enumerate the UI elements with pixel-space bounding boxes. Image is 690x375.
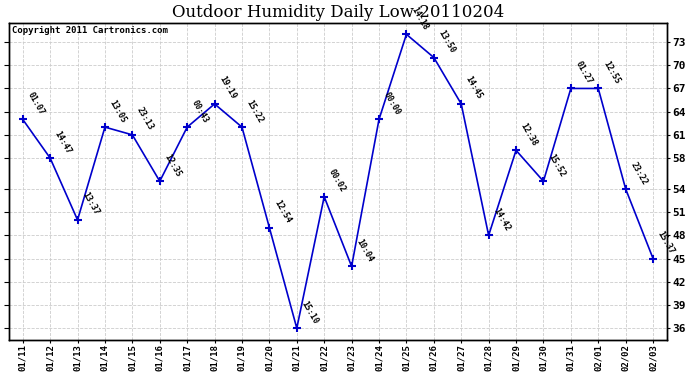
Text: 01:07: 01:07 bbox=[26, 90, 46, 117]
Text: 12:38: 12:38 bbox=[519, 122, 539, 147]
Title: Outdoor Humidity Daily Low 20110204: Outdoor Humidity Daily Low 20110204 bbox=[172, 4, 504, 21]
Text: 00:02: 00:02 bbox=[327, 168, 347, 194]
Text: 12:55: 12:55 bbox=[601, 60, 621, 86]
Text: 23:13: 23:13 bbox=[135, 106, 155, 132]
Text: Copyright 2011 Cartronics.com: Copyright 2011 Cartronics.com bbox=[12, 26, 168, 35]
Text: 13:37: 13:37 bbox=[80, 191, 101, 217]
Text: 14:45: 14:45 bbox=[464, 75, 484, 101]
Text: 14:47: 14:47 bbox=[53, 129, 73, 155]
Text: 12:35: 12:35 bbox=[163, 152, 183, 178]
Text: 14:18: 14:18 bbox=[409, 5, 429, 32]
Text: 15:10: 15:10 bbox=[299, 299, 320, 326]
Text: 23:22: 23:22 bbox=[629, 160, 649, 186]
Text: 13:05: 13:05 bbox=[108, 98, 128, 124]
Text: 12:54: 12:54 bbox=[272, 199, 293, 225]
Text: 15:22: 15:22 bbox=[245, 98, 265, 124]
Text: 10:04: 10:04 bbox=[355, 237, 375, 264]
Text: 01:27: 01:27 bbox=[573, 60, 594, 86]
Text: 13:50: 13:50 bbox=[437, 28, 457, 55]
Text: 00:43: 00:43 bbox=[190, 98, 210, 124]
Text: 15:52: 15:52 bbox=[546, 152, 566, 178]
Text: 19:19: 19:19 bbox=[217, 75, 237, 101]
Text: 00:00: 00:00 bbox=[382, 90, 402, 117]
Text: 14:42: 14:42 bbox=[491, 207, 512, 232]
Text: 15:37: 15:37 bbox=[656, 230, 676, 256]
